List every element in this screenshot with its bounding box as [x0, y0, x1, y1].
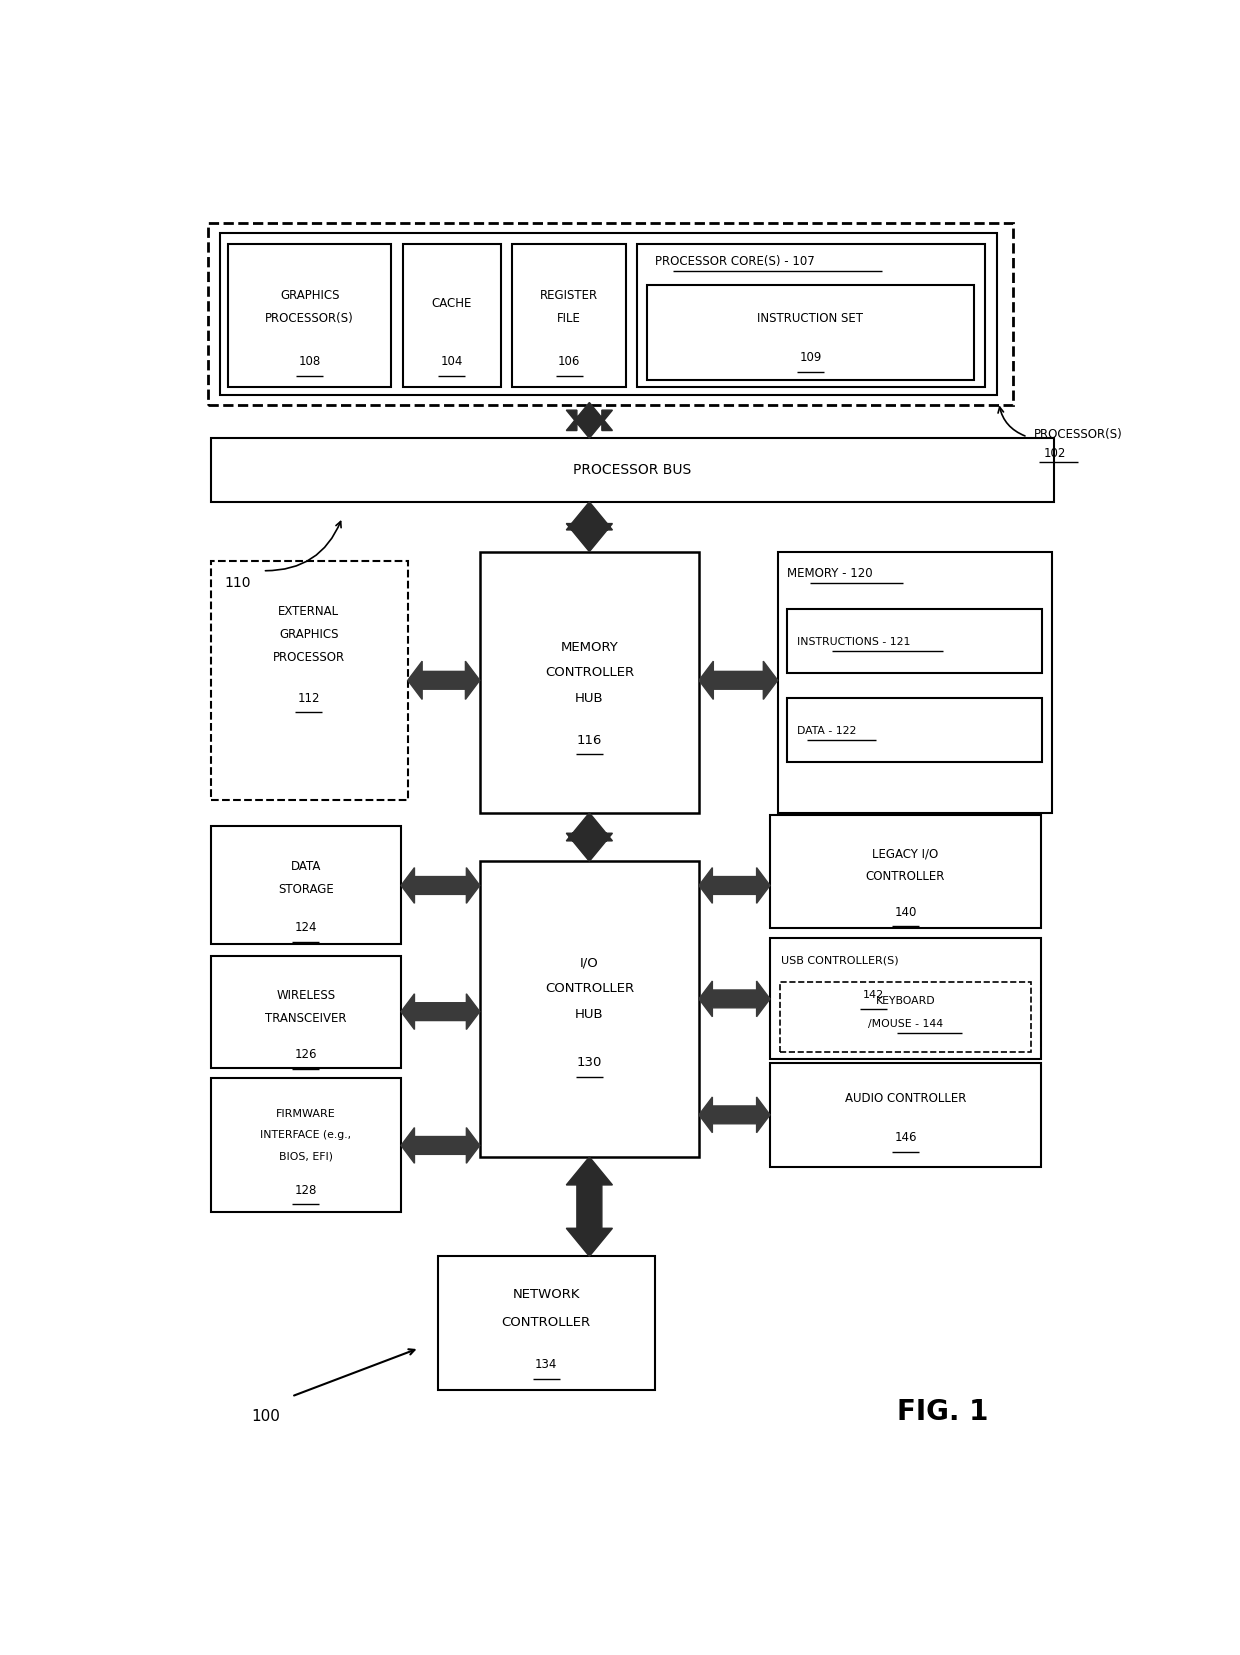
Text: FIRMWARE: FIRMWARE	[277, 1109, 336, 1119]
Bar	[787, 609, 1042, 672]
Text: I/O: I/O	[580, 957, 599, 970]
Text: DATA - 122: DATA - 122	[797, 727, 857, 736]
Text: MEMORY: MEMORY	[560, 640, 619, 654]
Text: LEGACY I/O: LEGACY I/O	[873, 847, 939, 861]
Bar	[439, 1256, 655, 1390]
Polygon shape	[699, 867, 770, 904]
Text: GRAPHICS: GRAPHICS	[280, 290, 340, 301]
Text: 146: 146	[894, 1132, 916, 1144]
Text: /MOUSE - 144: /MOUSE - 144	[868, 1019, 944, 1029]
Text: 110: 110	[224, 576, 250, 591]
Text: FIG. 1: FIG. 1	[898, 1398, 988, 1425]
Polygon shape	[401, 993, 480, 1029]
Text: CONTROLLER: CONTROLLER	[866, 871, 945, 884]
Text: 128: 128	[295, 1183, 317, 1197]
Text: INSTRUCTION SET: INSTRUCTION SET	[758, 311, 863, 324]
Text: WIRELESS: WIRELESS	[277, 988, 336, 1001]
Bar	[211, 826, 401, 943]
Text: TRANSCEIVER: TRANSCEIVER	[265, 1011, 347, 1024]
Text: 134: 134	[534, 1359, 557, 1370]
Polygon shape	[567, 501, 613, 551]
Text: CONTROLLER: CONTROLLER	[544, 667, 634, 679]
Polygon shape	[699, 662, 777, 700]
Bar	[211, 955, 401, 1067]
Bar	[770, 938, 1042, 1059]
Polygon shape	[699, 1097, 770, 1132]
Text: 106: 106	[558, 356, 580, 367]
Text: 124: 124	[295, 922, 317, 933]
Text: PROCESSOR BUS: PROCESSOR BUS	[573, 463, 692, 477]
Bar	[480, 551, 699, 813]
Text: PROCESSOR CORE(S) - 107: PROCESSOR CORE(S) - 107	[655, 255, 815, 268]
Bar	[208, 223, 1013, 405]
Polygon shape	[567, 1157, 613, 1256]
Text: INTERFACE (e.g.,: INTERFACE (e.g.,	[260, 1130, 351, 1140]
Text: REGISTER: REGISTER	[541, 290, 598, 301]
Text: 108: 108	[299, 356, 321, 367]
Bar	[787, 698, 1042, 761]
Text: 130: 130	[577, 1056, 603, 1069]
Text: FILE: FILE	[557, 311, 582, 324]
Text: CACHE: CACHE	[432, 296, 472, 309]
Text: HUB: HUB	[575, 692, 604, 705]
Text: CONTROLLER: CONTROLLER	[544, 981, 634, 995]
Text: DATA: DATA	[290, 861, 321, 872]
Text: 104: 104	[440, 356, 463, 367]
Polygon shape	[699, 981, 770, 1016]
Polygon shape	[401, 867, 480, 904]
Text: HUB: HUB	[575, 1008, 604, 1021]
Bar	[211, 439, 1054, 501]
Bar	[647, 285, 973, 379]
Text: USB CONTROLLER(S): USB CONTROLLER(S)	[781, 955, 898, 965]
Bar	[637, 245, 986, 387]
Text: 140: 140	[894, 905, 916, 919]
Text: 100: 100	[250, 1410, 280, 1425]
Text: PROCESSOR(S): PROCESSOR(S)	[265, 311, 355, 324]
Text: AUDIO CONTROLLER: AUDIO CONTROLLER	[844, 1092, 966, 1106]
Text: STORAGE: STORAGE	[278, 882, 334, 895]
Text: INSTRUCTIONS - 121: INSTRUCTIONS - 121	[797, 637, 910, 647]
Text: 109: 109	[800, 351, 822, 364]
Text: PROCESSOR: PROCESSOR	[273, 650, 345, 664]
Bar	[403, 245, 501, 387]
Bar	[228, 245, 392, 387]
Text: 102: 102	[1044, 447, 1066, 460]
Text: 126: 126	[295, 1049, 317, 1061]
Bar	[480, 861, 699, 1157]
Text: 116: 116	[577, 733, 603, 746]
Bar	[211, 561, 408, 799]
Polygon shape	[408, 662, 480, 700]
Bar	[770, 816, 1042, 927]
Bar	[780, 983, 1032, 1053]
Text: PROCESSOR(S): PROCESSOR(S)	[1034, 429, 1123, 440]
Text: BIOS, EFI): BIOS, EFI)	[279, 1152, 332, 1162]
Text: MEMORY - 120: MEMORY - 120	[787, 566, 873, 579]
Text: CONTROLLER: CONTROLLER	[501, 1316, 590, 1329]
Text: 142: 142	[863, 990, 884, 1000]
Text: EXTERNAL: EXTERNAL	[278, 606, 340, 617]
Bar	[512, 245, 626, 387]
Text: 112: 112	[298, 692, 320, 705]
Bar	[777, 551, 1052, 813]
Text: GRAPHICS: GRAPHICS	[279, 627, 339, 640]
Bar	[221, 233, 997, 396]
Bar	[770, 1063, 1042, 1167]
Text: KEYBOARD: KEYBOARD	[875, 996, 935, 1006]
Bar	[211, 1077, 401, 1211]
Polygon shape	[567, 402, 613, 439]
Polygon shape	[401, 1127, 480, 1163]
Polygon shape	[567, 813, 613, 861]
Text: NETWORK: NETWORK	[512, 1288, 580, 1301]
